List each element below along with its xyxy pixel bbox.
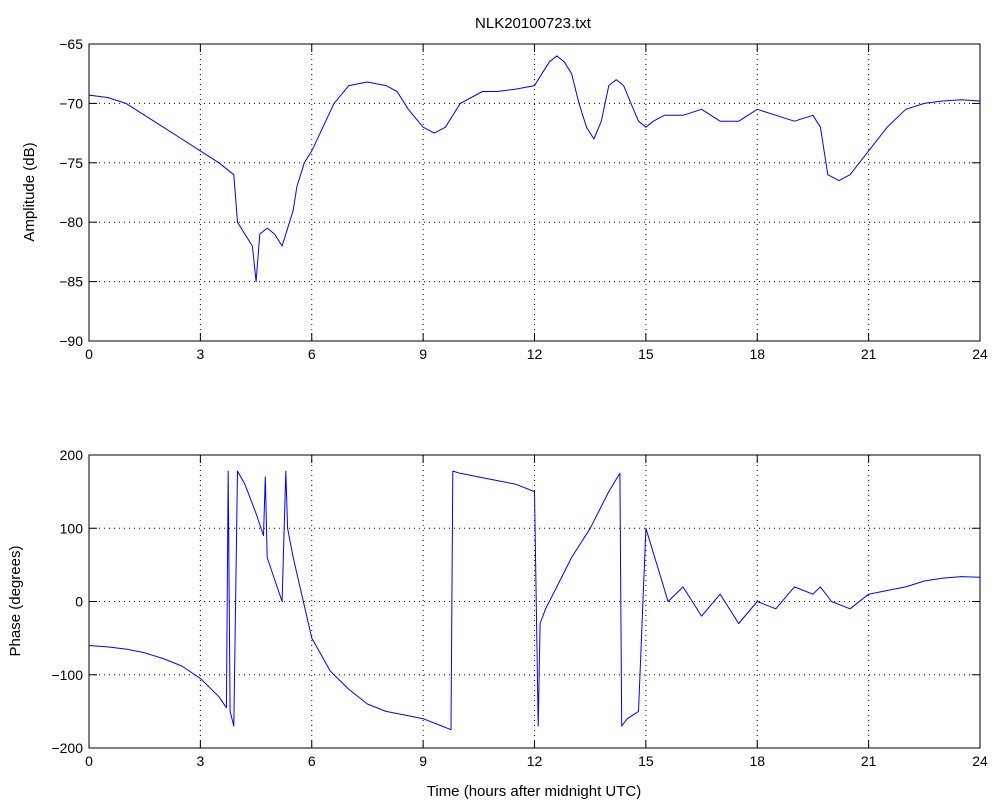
- amplitude-xtick-label: 21: [861, 346, 877, 362]
- amplitude-xtick-label: 6: [308, 346, 316, 362]
- phase-xtick-label: 15: [638, 753, 654, 769]
- phase-xtick-label: 18: [749, 753, 765, 769]
- phase-series: [88, 470, 981, 731]
- amplitude-plot-area: [89, 44, 980, 341]
- phase-ytick-label: 100: [60, 520, 84, 536]
- phase-ytick-label: 200: [60, 447, 84, 463]
- amplitude-xtick-label: 12: [527, 346, 543, 362]
- amplitude-ylabel: Amplitude (dB): [21, 142, 38, 241]
- amplitude-series: [88, 55, 981, 283]
- phase-xtick-label: 12: [527, 753, 543, 769]
- phase-xtick-label: 6: [308, 753, 316, 769]
- phase-xtick-label: 24: [972, 753, 988, 769]
- amplitude-xtick-label: 24: [972, 346, 988, 362]
- phase-xtick-label: 3: [196, 753, 204, 769]
- phase-ytick-label: 0: [75, 594, 83, 610]
- phase-ytick-label: −100: [51, 667, 83, 683]
- amplitude-xtick-label: 0: [85, 346, 93, 362]
- amplitude-xtick-label: 18: [749, 346, 765, 362]
- phase-ticks: 0 3 6 9 12 15 18 21 24 −200 −100 0 100 200: [51, 447, 988, 769]
- amplitude-ytick-label: −90: [59, 333, 83, 349]
- amplitude-xtick-label: 15: [638, 346, 654, 362]
- amplitude-panel: 0 3 6 9 12 15 18 21 24 −90 −85 −80 −75 −70 −65 Amplitu…: [21, 36, 988, 362]
- amplitude-ticks: 0 3 6 9 12 15 18 21 24 −90 −85 −80 −75 −70 −65: [59, 36, 988, 362]
- amplitude-ytick-label: −85: [59, 274, 83, 290]
- amplitude-series-line: [88, 55, 981, 283]
- phase-xtick-label: 0: [85, 753, 93, 769]
- amplitude-ytick-label: −80: [59, 214, 83, 230]
- amplitude-ytick-label: −75: [59, 155, 83, 171]
- amplitude-ytick-label: −65: [59, 36, 83, 52]
- amplitude-xtick-label: 9: [419, 346, 427, 362]
- amplitude-xtick-label: 3: [196, 346, 204, 362]
- amplitude-ytick-label: −70: [59, 95, 83, 111]
- phase-ytick-label: −200: [51, 740, 83, 756]
- phase-xlabel: Time (hours after midnight UTC): [427, 783, 642, 800]
- phase-grid: [89, 455, 980, 748]
- amplitude-grid: [89, 44, 980, 341]
- phase-ylabel: Phase (degrees): [7, 546, 24, 657]
- phase-panel: 0 3 6 9 12 15 18 21 24 −200 −100 0 100 200 Phase (deg…: [7, 447, 988, 800]
- chart-title: NLK20100723.txt: [475, 15, 592, 32]
- phase-xtick-label: 9: [419, 753, 427, 769]
- phase-xtick-label: 21: [861, 753, 877, 769]
- phase-series-line: [88, 470, 981, 731]
